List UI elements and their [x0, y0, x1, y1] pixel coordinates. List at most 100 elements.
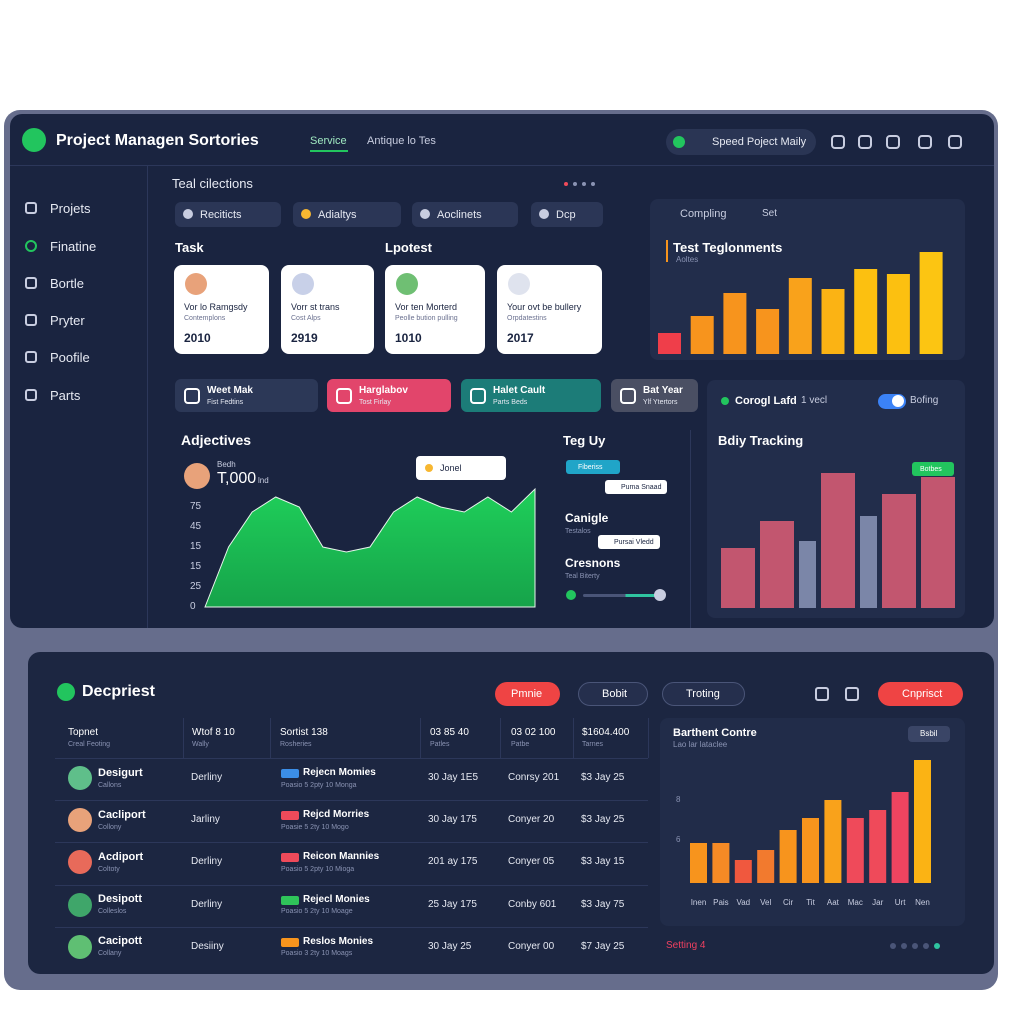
nav-item[interactable]: Bortle — [50, 275, 84, 291]
nav-item[interactable]: Parts — [50, 387, 81, 403]
x-tick-label: Vel — [760, 898, 771, 907]
card-subtitle: Contemplons — [184, 314, 226, 322]
icon — [425, 464, 433, 472]
logo — [22, 128, 46, 152]
card-value: 2919 — [291, 331, 318, 345]
avatar — [68, 892, 92, 917]
sidebar-divider — [147, 166, 148, 628]
chip-title: Halet Cault — [493, 385, 546, 396]
row-project: Rejecn Momies — [303, 767, 376, 778]
filter-label: Reciticts — [200, 208, 242, 221]
chip[interactable] — [611, 379, 698, 412]
column-subtitle: Creal Feoting — [68, 740, 111, 748]
bar — [788, 278, 812, 354]
bar — [760, 521, 794, 608]
chip-subtitle: Ylf Ytertors — [643, 398, 678, 406]
badge — [605, 480, 667, 494]
chip[interactable] — [327, 379, 451, 412]
header-icon[interactable] — [858, 135, 872, 149]
total: T,000 — [217, 470, 257, 487]
bar — [824, 800, 842, 883]
icon — [566, 590, 576, 600]
button[interactable] — [578, 682, 648, 706]
axis-label: 45 — [190, 521, 202, 532]
chart-header: Corogl Lafd — [735, 394, 797, 407]
chart-header-right: 1 vecl — [801, 395, 828, 406]
bar — [723, 293, 747, 354]
card-value: 2017 — [507, 331, 534, 345]
toolbar-icon[interactable] — [845, 687, 859, 701]
row-note: Poasie 5 2ty 10 Mogo — [281, 823, 349, 831]
nav-item[interactable]: Projets — [50, 200, 91, 216]
axis-label: 6 — [676, 835, 681, 844]
tab[interactable]: Antique lo Tes — [367, 134, 436, 147]
toolbar-icon[interactable] — [815, 687, 829, 701]
card-title: Vorr st trans — [291, 301, 340, 312]
icon — [582, 182, 586, 186]
item-subtitle: Teal Biterty — [565, 572, 600, 580]
slider — [583, 594, 660, 597]
nav-icon — [25, 351, 37, 363]
row-code: Conrsy 201 — [508, 772, 560, 783]
nav-item[interactable]: Poofile — [50, 349, 90, 365]
project-badge — [281, 811, 299, 821]
row-line — [55, 926, 648, 928]
icon — [890, 943, 896, 949]
project-badge — [281, 895, 299, 905]
row-amount: $3 Jay 25 — [581, 772, 625, 783]
badge — [908, 726, 950, 742]
chart-title: Test Teglonments — [673, 239, 783, 255]
filter-label: Aoclinets — [437, 208, 482, 221]
row-date: 30 Jay 1E5 — [428, 772, 479, 783]
row-date: 30 Jay 25 — [428, 940, 472, 952]
row-code: Conby 601 — [508, 898, 557, 910]
area — [204, 487, 536, 608]
brand: Project Managen Sortories — [56, 132, 259, 149]
tab[interactable]: Service — [310, 134, 347, 147]
avatar — [184, 463, 210, 489]
card-subtitle: Peolle bution pulling — [395, 314, 458, 322]
nav-icon — [25, 202, 37, 214]
nav-item[interactable]: Finatine — [50, 238, 97, 254]
bar — [886, 274, 910, 354]
icon — [673, 136, 685, 148]
bar — [658, 333, 681, 354]
column-subtitle: Rosheries — [280, 740, 312, 748]
row-name: Desipott — [98, 893, 142, 906]
chart-header-right: Set — [762, 208, 778, 219]
header-icon[interactable] — [918, 135, 932, 149]
x-tick-label: Tit — [806, 898, 815, 907]
card-title: Vor ten Morterd — [395, 301, 458, 312]
icon — [301, 209, 311, 219]
button[interactable] — [662, 682, 745, 706]
header-icon[interactable] — [831, 135, 845, 149]
filter[interactable] — [293, 202, 401, 227]
row-role: Derliny — [191, 772, 223, 783]
x-tick-label: Cir — [783, 898, 794, 907]
badge — [912, 462, 954, 476]
button[interactable] — [495, 682, 560, 706]
header-icon[interactable] — [886, 135, 900, 149]
icon — [591, 182, 595, 186]
card-value: 2010 — [184, 331, 211, 345]
chip-title: Bat Year — [643, 385, 683, 396]
chart-subtitle: Lao lar lataclee — [673, 740, 728, 749]
x-tick-label: Aat — [827, 898, 840, 907]
chip-title: Weet Mak — [207, 385, 253, 396]
nav-icon — [25, 277, 37, 289]
x-tick-label: Urt — [895, 898, 906, 907]
table-title: Decpriest — [82, 683, 155, 700]
row-amount: $3 Jay 75 — [581, 898, 625, 910]
button-label: Troting — [686, 687, 720, 700]
row-role: Derliny — [191, 856, 223, 868]
icon — [901, 943, 907, 949]
chip-icon — [620, 388, 636, 404]
button[interactable] — [878, 682, 963, 706]
header-icon[interactable] — [948, 135, 962, 149]
nav-item[interactable]: Pryter — [50, 312, 85, 328]
axis-label: 25 — [190, 581, 202, 592]
bar — [734, 860, 752, 883]
row-sub: Colleslos — [98, 908, 127, 916]
column-title: 03 02 100 — [511, 727, 556, 738]
